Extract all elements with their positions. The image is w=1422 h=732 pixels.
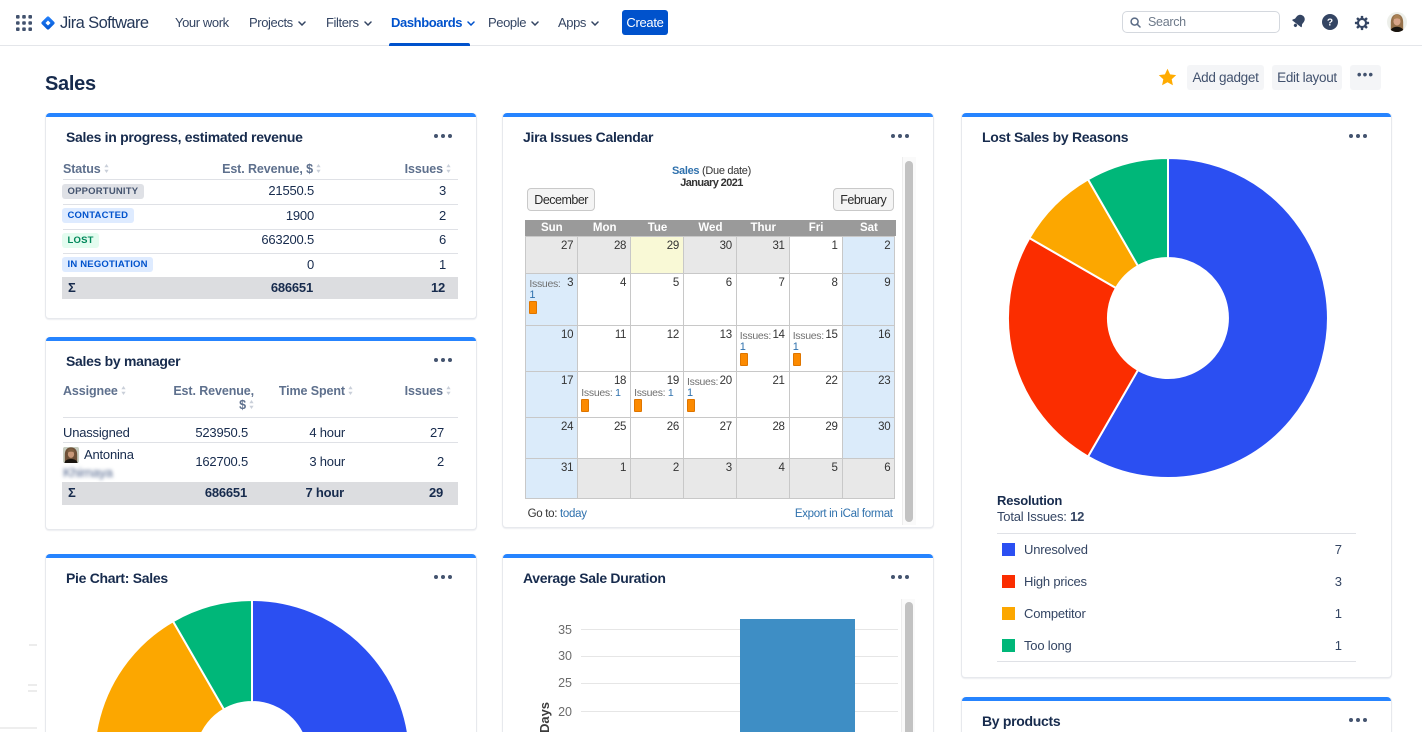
svg-text:?: ? — [1327, 18, 1333, 29]
